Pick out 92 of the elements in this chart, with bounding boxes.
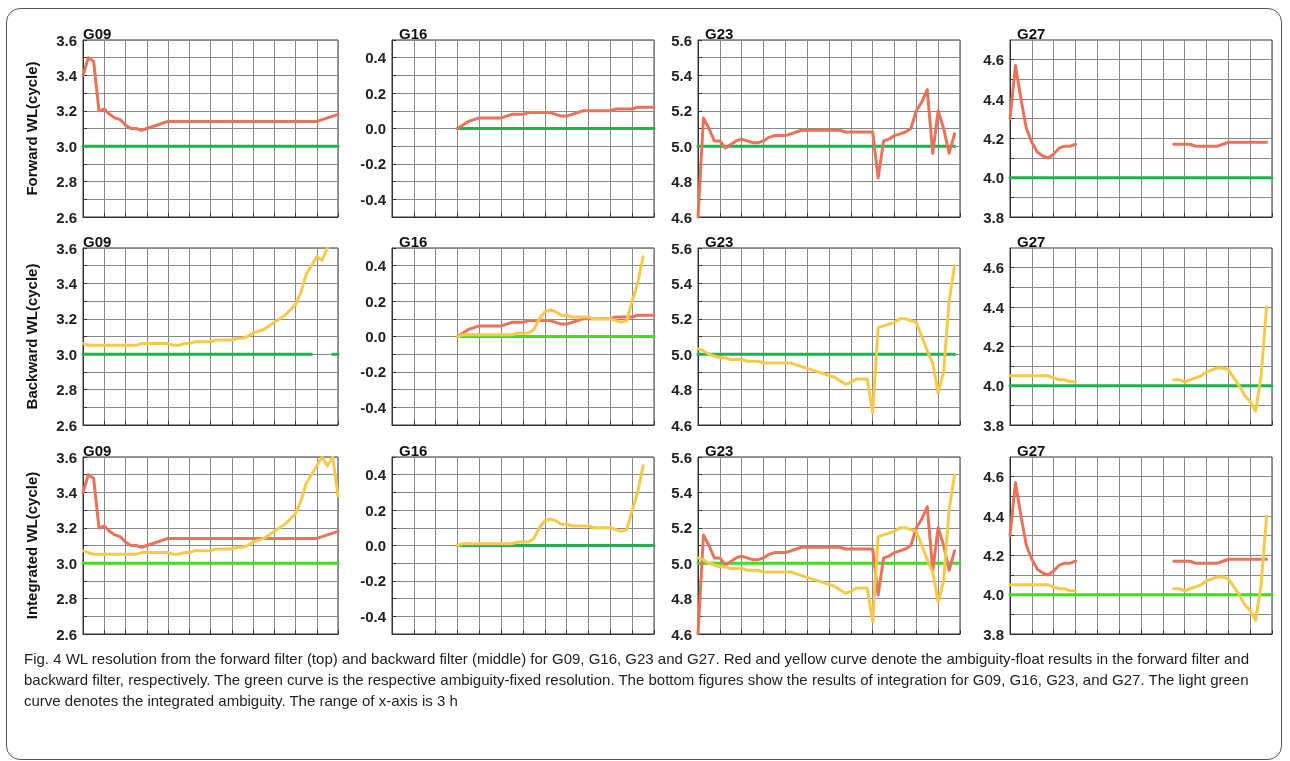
chart-title: G16 bbox=[399, 233, 428, 250]
line-series bbox=[456, 255, 645, 338]
y-axis-title: Integrated WL(cycle) bbox=[23, 471, 40, 620]
y-tick-label: 4.4 bbox=[983, 507, 1005, 525]
line-series bbox=[81, 56, 340, 132]
line-series bbox=[696, 264, 957, 415]
y-tick-label: 5.2 bbox=[671, 102, 692, 120]
y-tick-label: 3.4 bbox=[56, 274, 78, 292]
y-tick-label: 5.0 bbox=[671, 554, 692, 572]
y-tick-label: 3.6 bbox=[56, 448, 77, 466]
y-tick-label: 5.6 bbox=[671, 31, 692, 49]
y-tick-label: 4.6 bbox=[671, 416, 692, 434]
y-tick-label: 2.6 bbox=[56, 208, 77, 226]
y-tick-label: 4.0 bbox=[983, 169, 1004, 187]
y-tick-label: 4.8 bbox=[671, 173, 692, 191]
y-tick-label: 4.2 bbox=[983, 337, 1004, 355]
y-tick-label: 0.0 bbox=[365, 328, 386, 345]
y-tick-label: 4.0 bbox=[983, 586, 1004, 604]
y-tick-label: 3.6 bbox=[56, 239, 77, 257]
y-tick-label: 2.6 bbox=[56, 625, 77, 643]
chart-title: G09 bbox=[83, 442, 112, 459]
y-tick-label: 3.0 bbox=[56, 137, 77, 155]
y-tick-label: 4.6 bbox=[671, 208, 692, 226]
caption: Fig. 4 WL resolution from the forward filter (top) and backward filter (middle) for G09, G16, G23 and G27. Red and yellow curve denote the ambiguity-float results in the forward filter and backward filter, respectively. The green curve is the respective ambiguity-fixed resolution. The bottom figures show the results of integration for G09, G16, G23, and G27. The light green curve denotes the integrated ambiguity. The range of x-axis is 3 h bbox=[24, 649, 1251, 711]
y-tick-label: 0.0 bbox=[365, 537, 386, 554]
line-series bbox=[696, 88, 957, 219]
y-tick-label: 0.4 bbox=[365, 49, 387, 67]
y-tick-label: 5.2 bbox=[671, 310, 692, 328]
chart-title: G27 bbox=[1017, 442, 1046, 459]
chart-title: G23 bbox=[705, 442, 734, 459]
y-tick-label: 3.4 bbox=[56, 66, 78, 84]
y-tick-label: 5.6 bbox=[671, 448, 692, 466]
y-tick-label: 4.6 bbox=[983, 259, 1004, 277]
y-axis-title: Backward WL(cycle) bbox=[23, 263, 40, 410]
y-tick-label: 2.8 bbox=[56, 590, 77, 608]
y-tick-label: 0.4 bbox=[365, 466, 387, 484]
y-tick-label: 2.8 bbox=[56, 173, 77, 191]
y-tick-label: 4.6 bbox=[671, 625, 692, 643]
y-tick-label: 5.4 bbox=[671, 66, 693, 84]
y-tick-label: 5.6 bbox=[671, 239, 692, 257]
chart-title: G23 bbox=[705, 25, 734, 42]
y-tick-label: -0.2 bbox=[360, 363, 386, 381]
y-axis-title: Forward WL(cycle) bbox=[23, 61, 40, 196]
y-tick-label: 4.8 bbox=[671, 590, 692, 608]
y-tick-label: 0.4 bbox=[365, 257, 387, 275]
y-tick-label: 4.4 bbox=[983, 298, 1005, 316]
y-tick-label: -0.2 bbox=[360, 155, 386, 173]
y-tick-label: 3.4 bbox=[56, 483, 78, 501]
chart-title: G27 bbox=[1017, 233, 1046, 250]
line-series bbox=[81, 246, 329, 347]
y-tick-label: 5.4 bbox=[671, 274, 693, 292]
y-tick-label: 5.0 bbox=[671, 137, 692, 155]
y-tick-label: 5.0 bbox=[671, 345, 692, 363]
y-tick-label: 3.0 bbox=[56, 345, 77, 363]
chart-title: G16 bbox=[399, 25, 428, 42]
y-tick-label: 3.6 bbox=[56, 31, 77, 49]
y-tick-label: 4.6 bbox=[983, 51, 1004, 69]
y-tick-label: 0.0 bbox=[365, 120, 386, 137]
y-tick-label: 3.8 bbox=[983, 208, 1004, 226]
y-tick-label: 4.4 bbox=[983, 90, 1005, 108]
chart-title: G09 bbox=[83, 233, 112, 250]
y-tick-label: 4.0 bbox=[983, 377, 1004, 395]
line-series bbox=[81, 473, 340, 549]
y-tick-label: -0.4 bbox=[360, 398, 387, 416]
chart-title: G16 bbox=[399, 442, 428, 459]
line-series bbox=[456, 105, 656, 130]
chart-title: G27 bbox=[1017, 25, 1046, 42]
y-tick-label: -0.4 bbox=[360, 190, 387, 208]
y-tick-label: 4.2 bbox=[983, 546, 1004, 564]
y-tick-label: 3.8 bbox=[983, 416, 1004, 434]
y-tick-label: 4.8 bbox=[671, 381, 692, 399]
y-tick-label: 3.2 bbox=[56, 102, 77, 120]
y-tick-label: 4.2 bbox=[983, 129, 1004, 147]
y-tick-label: 3.0 bbox=[56, 554, 77, 572]
y-tick-label: 5.4 bbox=[671, 483, 693, 501]
line-series bbox=[696, 505, 957, 636]
y-tick-label: 3.2 bbox=[56, 519, 77, 537]
y-tick-label: 3.8 bbox=[983, 625, 1004, 643]
y-tick-label: 0.2 bbox=[365, 501, 386, 519]
line-series bbox=[456, 464, 645, 547]
y-tick-label: 0.2 bbox=[365, 292, 386, 310]
y-tick-label: -0.4 bbox=[360, 607, 387, 625]
y-tick-label: 4.6 bbox=[983, 468, 1004, 486]
y-tick-label: 2.8 bbox=[56, 381, 77, 399]
y-tick-label: 5.2 bbox=[671, 519, 692, 537]
y-tick-label: -0.2 bbox=[360, 572, 386, 590]
y-tick-label: 3.2 bbox=[56, 310, 77, 328]
chart-title: G23 bbox=[705, 233, 734, 250]
y-tick-label: 2.6 bbox=[56, 416, 77, 434]
chart-title: G09 bbox=[83, 25, 112, 42]
line-series bbox=[696, 473, 957, 624]
y-tick-label: 0.2 bbox=[365, 84, 386, 102]
